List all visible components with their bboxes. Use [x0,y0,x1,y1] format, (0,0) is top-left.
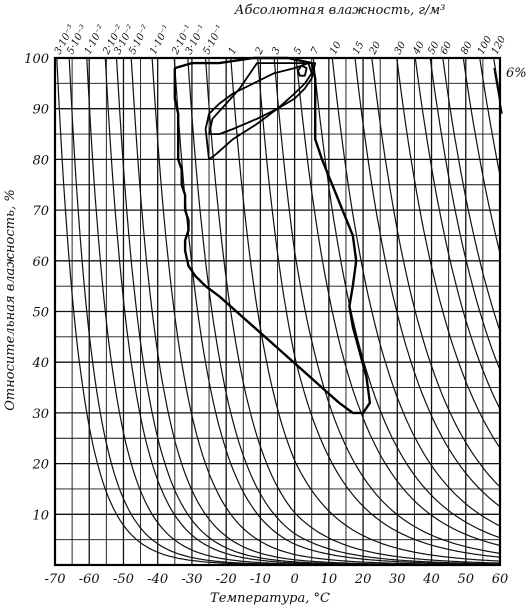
y-tick-label: 50 [32,306,49,321]
x-tick-label: -60 [79,572,100,587]
region-outline [204,62,313,161]
abs-humidity-curve [312,58,500,539]
y-tick-label: 40 [31,356,49,371]
abs-humidity-tick-label: 60 [439,39,455,56]
x-tick-label: -40 [147,572,168,587]
x-tick-label: -20 [216,572,237,587]
region-outline [173,56,372,415]
y-tick-label: 90 [32,103,49,118]
x-tick-label: 0 [290,572,298,587]
abs-humidity-tick-label: 120 [490,34,509,57]
climate-regions [173,56,372,415]
abs-humidity-curve [371,58,500,488]
x-tick-label: 10 [321,572,338,587]
abs-humidity-tick-label: 40 [411,39,427,57]
y-tick-label: 30 [32,407,49,422]
x-tick-label: -70 [45,572,66,587]
abs-humidity-curve [230,58,500,562]
abs-humidity-tick-label: 10 [328,39,344,56]
annotation-arrow [493,68,503,114]
abs-humidity-tick-label: 1·10⁻¹ [148,23,173,56]
abs-humidity-tick-label: 3 [270,46,283,57]
abs-humidity-curve [173,58,500,565]
abs-humidity-tick-label: 30 [393,39,409,56]
abs-humidity-curve [462,58,500,256]
abs-humidity-curve [204,58,500,564]
abs-humidity-curve [257,58,500,558]
abs-humidity-curve [295,58,500,547]
x2-axis-title: Абсолютная влажность, г/м³ [234,3,446,18]
abs-humidity-tick-label: 1 [227,46,240,57]
x-tick-label: -50 [113,572,134,587]
x-tick-label: 40 [422,572,440,587]
y-tick-label: 60 [32,255,49,270]
chart-grid [53,56,502,567]
abs-humidity-curve [331,58,500,527]
abs-humidity-tick-label: 5 [292,46,305,57]
abs-humidity-tick-label: 80 [459,39,475,56]
abs-humidity-curve [442,58,500,333]
y-tick-label: 20 [31,458,49,473]
x-tick-label: 30 [389,572,406,587]
abs-humidity-tick-label: 15 [351,40,367,56]
x-tick-label: -10 [250,572,271,587]
abs-humidity-tick-label: 20 [367,39,383,57]
y-tick-label: 70 [32,204,49,219]
x-tick-label: 50 [457,572,474,587]
x-axis-title: Температура, °С [210,591,330,606]
region-outline [208,62,317,136]
abs-humidity-curve [414,58,500,411]
x-tick-label: 60 [492,572,509,587]
abs-humidity-tick-label: 2 [253,46,266,58]
y-tick-label: 80 [32,153,49,168]
abs-humidity-curve [354,58,500,508]
y-tick-label: 100 [24,52,49,67]
x-tick-label: -30 [181,572,202,587]
abs-humidity-tick-label: 7 [309,45,322,56]
y-tick-label: 10 [32,508,49,523]
x-tick-label: 20 [354,572,372,587]
y-axis-title: Относительная влажность, % [3,189,18,411]
annotation-6-percent: 6% [506,66,527,81]
axis-ticks: 3·10⁻³5·10⁻³1·10⁻²2·10⁻²3·10⁻²5·10⁻²1·10… [24,23,508,587]
region-outline [297,64,308,77]
